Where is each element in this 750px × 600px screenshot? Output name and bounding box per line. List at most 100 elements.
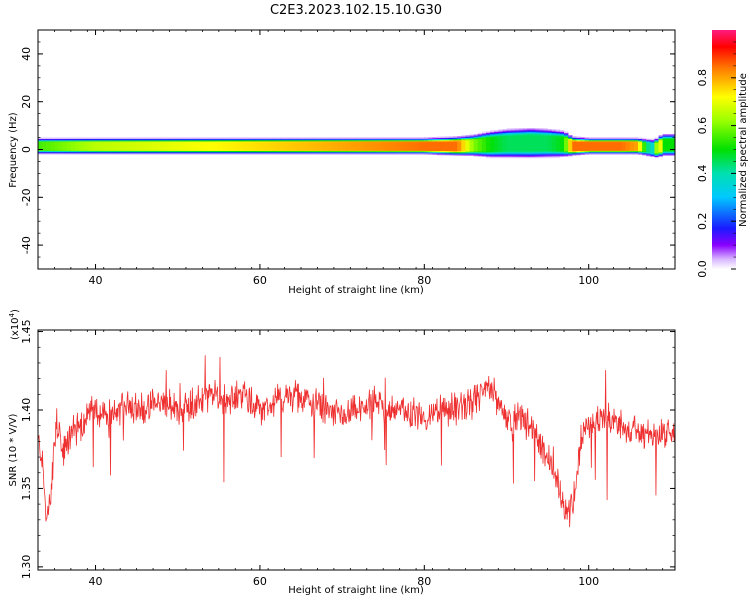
heatmap-cell xyxy=(428,143,433,146)
heatmap-cell xyxy=(658,154,663,156)
heatmap-cell xyxy=(518,153,524,155)
heatmap-cell xyxy=(596,139,602,142)
heatmap-cell xyxy=(403,142,409,144)
heatmap-cell xyxy=(658,144,663,147)
heatmap-cell xyxy=(144,138,150,141)
heatmap-cell xyxy=(539,141,544,143)
heatmap-cell xyxy=(518,129,524,131)
heatmap-cell xyxy=(535,151,540,154)
heatmap-cell xyxy=(374,139,380,142)
heatmap-cell xyxy=(522,150,528,153)
heatmap-cell xyxy=(568,138,573,141)
heatmap-cell xyxy=(350,139,355,142)
heatmap-cell xyxy=(313,142,318,144)
heatmap-cell xyxy=(494,148,499,150)
heatmap-cell xyxy=(584,147,589,149)
heatmap-cell xyxy=(477,149,483,151)
heatmap-cell xyxy=(366,151,372,154)
heatmap-cell xyxy=(111,149,117,151)
heatmap-cell xyxy=(551,141,557,143)
heatmap-cell xyxy=(485,150,491,153)
heatmap-cell xyxy=(510,132,516,135)
heatmap-cell xyxy=(440,143,446,146)
heatmap-cell xyxy=(46,141,51,143)
heatmap-cell xyxy=(547,129,553,131)
heatmap-cell xyxy=(70,143,76,146)
heatmap-cell xyxy=(185,142,191,144)
heatmap-cell xyxy=(465,149,470,151)
heatmap-cell xyxy=(50,147,55,149)
heatmap-cell xyxy=(654,150,659,153)
heatmap-cell xyxy=(272,149,277,151)
heatmap-cell xyxy=(522,151,528,154)
heatmap-cell xyxy=(580,153,585,155)
heatmap-cell xyxy=(416,138,421,141)
heatmap-cell xyxy=(613,139,618,142)
heatmap-cell xyxy=(116,137,121,140)
heatmap-cell xyxy=(235,148,240,150)
heatmap-cell xyxy=(605,139,610,142)
heatmap-cell xyxy=(153,139,158,142)
heatmap-cell xyxy=(518,139,524,142)
heatmap-cell xyxy=(658,150,663,153)
heatmap-cell xyxy=(305,137,310,140)
heatmap-cell xyxy=(502,144,507,147)
heatmap-cell xyxy=(358,137,363,140)
heatmap-cell xyxy=(670,154,675,156)
heatmap-cell xyxy=(428,139,433,142)
heatmap-cell xyxy=(198,149,203,151)
heatmap-cell xyxy=(658,142,663,144)
heatmap-cell xyxy=(107,139,113,142)
heatmap-cell xyxy=(551,148,557,150)
heatmap-cell xyxy=(654,139,659,142)
heatmap-cell xyxy=(62,150,68,153)
heatmap-cell xyxy=(140,142,146,144)
heatmap-cell xyxy=(432,143,437,146)
heatmap-cell xyxy=(54,143,59,146)
heatmap-cell xyxy=(522,155,528,157)
heatmap-cell xyxy=(391,153,396,155)
heatmap-cell xyxy=(650,139,655,142)
heatmap-cell xyxy=(317,142,322,144)
heatmap-cell xyxy=(527,141,532,143)
heatmap-cell xyxy=(128,144,133,147)
heatmap-cell xyxy=(83,137,88,140)
heatmap-cell xyxy=(494,147,499,149)
heatmap-cell xyxy=(605,147,610,149)
heatmap-cell xyxy=(218,138,224,141)
heatmap-cell xyxy=(79,150,84,153)
heatmap-cell xyxy=(218,144,224,147)
heatmap-cell xyxy=(407,142,413,144)
heatmap-cell xyxy=(465,151,470,154)
heatmap-cell xyxy=(280,147,285,149)
heatmap-cell xyxy=(485,135,491,137)
heatmap-cell xyxy=(469,138,474,141)
heatmap-cell xyxy=(576,143,581,146)
heatmap-cell xyxy=(399,150,405,153)
heatmap-cell xyxy=(490,133,495,136)
heatmap-cell xyxy=(461,145,466,148)
heatmap-cell xyxy=(453,136,458,138)
heatmap-cell xyxy=(62,145,68,148)
heatmap-cell xyxy=(473,150,479,153)
heatmap-cell xyxy=(346,148,351,150)
heatmap-cell xyxy=(522,145,528,148)
heatmap-cell xyxy=(354,141,359,143)
heatmap-cell xyxy=(292,139,298,142)
heatmap-cell xyxy=(399,139,405,142)
heatmap-cell xyxy=(522,136,528,138)
heatmap-cell xyxy=(350,153,355,155)
heatmap-cell xyxy=(99,151,105,154)
heatmap-cell xyxy=(539,135,544,137)
heatmap-cell xyxy=(288,148,294,150)
heatmap-cell xyxy=(74,141,80,143)
heatmap-cell xyxy=(210,145,216,148)
heatmap-cell xyxy=(473,149,479,151)
heatmap-cell xyxy=(140,149,146,151)
heatmap-cell xyxy=(366,137,372,140)
heatmap-cell xyxy=(576,149,581,151)
heatmap-cell xyxy=(662,148,668,150)
heatmap-cell xyxy=(432,138,437,141)
heatmap-cell xyxy=(473,151,479,154)
heatmap-cell xyxy=(370,144,376,147)
